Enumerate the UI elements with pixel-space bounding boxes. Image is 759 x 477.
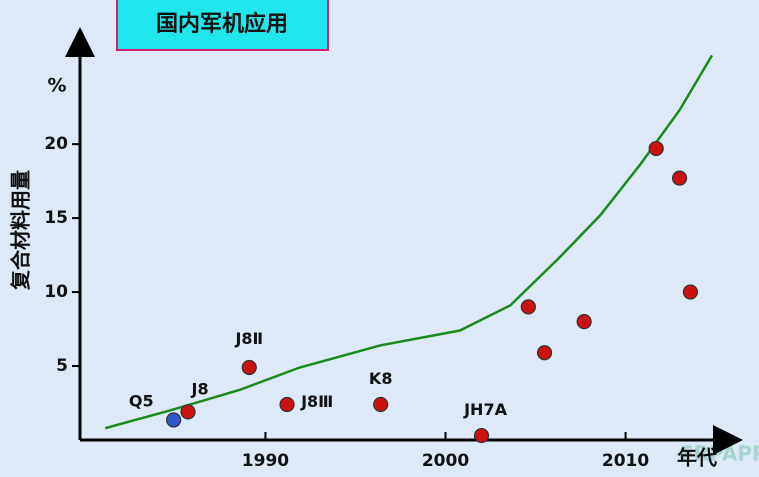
data-point <box>682 284 698 300</box>
point-label: K8 <box>369 369 393 388</box>
trend-line <box>104 54 714 430</box>
y-axis-label: 复合材料用量 <box>9 170 33 291</box>
point-label: JH7A <box>463 400 507 419</box>
data-point <box>671 170 688 186</box>
data-point <box>576 314 592 330</box>
y-tick-label: 20 <box>44 134 68 154</box>
title-box <box>116 0 329 51</box>
data-point <box>241 359 257 376</box>
data-point <box>180 404 196 420</box>
point-label: Q5 <box>129 392 154 411</box>
y-tick-label: 15 <box>44 208 68 228</box>
data-point <box>166 412 182 428</box>
y-tick-label: 5 <box>56 356 68 376</box>
data-point <box>536 345 553 361</box>
point-label: J8Ⅱ <box>234 329 263 348</box>
x-tick-label: 1990 <box>242 451 289 471</box>
data-point <box>373 396 389 413</box>
y-tick-label: 10 <box>44 282 68 302</box>
x-axis-label: 年代 <box>677 446 717 470</box>
y-unit: % <box>47 75 66 97</box>
x-tick-label: 2010 <box>602 451 649 471</box>
data-point <box>279 396 295 413</box>
chart-title: 国内军机应用 <box>156 11 288 37</box>
data-point <box>473 427 490 444</box>
data-point <box>648 140 664 157</box>
x-tick-label: 2000 <box>422 451 469 471</box>
data-point <box>520 299 536 315</box>
point-label: J8 <box>190 379 208 398</box>
point-label: J8Ⅲ <box>300 392 333 411</box>
